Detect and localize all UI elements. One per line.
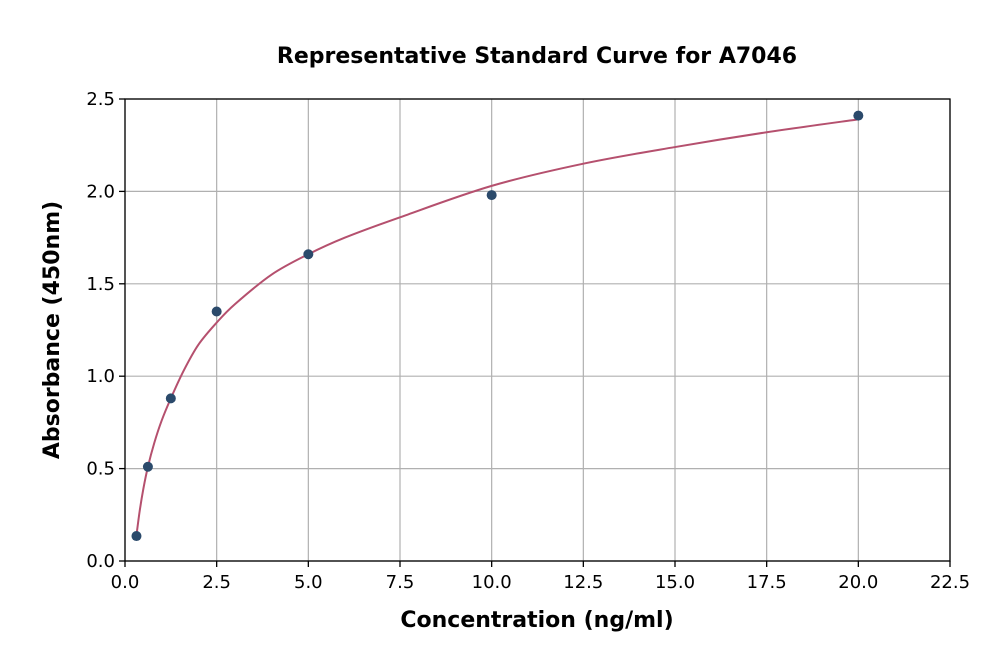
x-tick-label: 10.0 — [472, 572, 512, 593]
x-tick-label: 0.0 — [111, 572, 140, 593]
chart-title: Representative Standard Curve for A7046 — [277, 44, 797, 69]
y-tick-label: 1.0 — [86, 366, 115, 387]
data-point — [142, 461, 153, 472]
data-point — [853, 110, 864, 121]
x-tick-label: 15.0 — [655, 572, 695, 593]
y-tick-label: 0.5 — [86, 459, 115, 480]
y-tick-label: 2.0 — [86, 181, 115, 202]
y-tick-label: 1.5 — [86, 274, 115, 295]
plot-area-frame — [124, 98, 951, 562]
data-point — [211, 306, 222, 317]
y-tick-label: 0.0 — [86, 551, 115, 572]
x-tick-label: 22.5 — [930, 572, 970, 593]
x-tick-label: 5.0 — [294, 572, 323, 593]
x-tick-label: 7.5 — [386, 572, 415, 593]
data-points-group — [131, 110, 864, 542]
data-point — [303, 249, 314, 260]
x-axis-ticks: 0.0 2.5 5.0 7.5 10.0 12.5 15.0 17.5 20.0 22.5 — [111, 561, 970, 593]
y-axis-ticks: 0.0 0.5 1.0 1.5 2.0 2.5 — [86, 89, 125, 572]
y-axis-label: Absorbance (450nm) — [40, 201, 65, 459]
x-tick-label: 2.5 — [202, 572, 231, 593]
data-point — [131, 531, 142, 542]
grid-lines — [124, 98, 951, 562]
x-tick-label: 17.5 — [747, 572, 787, 593]
data-point — [486, 190, 497, 201]
fitted-curve-group — [135, 118, 859, 536]
y-tick-label: 2.5 — [86, 89, 115, 110]
x-tick-label: 12.5 — [563, 572, 603, 593]
x-tick-label: 20.0 — [838, 572, 878, 593]
x-axis-label: Concentration (ng/ml) — [400, 608, 673, 633]
data-point — [165, 393, 176, 404]
fitted-curve-line — [135, 118, 859, 536]
